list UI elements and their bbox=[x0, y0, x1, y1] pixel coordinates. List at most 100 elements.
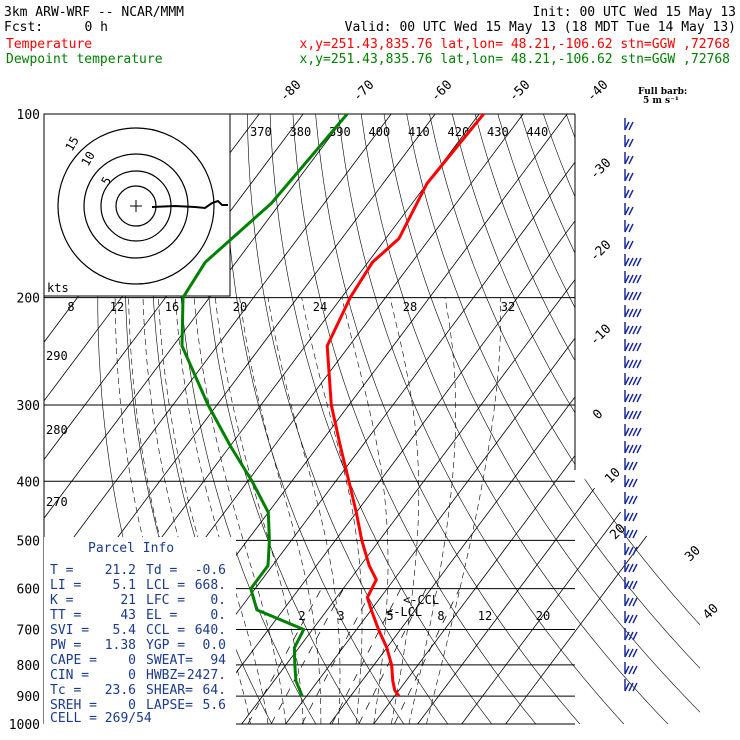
hodograph-box bbox=[43, 113, 231, 297]
pressure-tick-label: 900 bbox=[17, 690, 40, 705]
isotherm-line bbox=[241, 114, 700, 724]
temperature-profile bbox=[325, 113, 485, 697]
wind-barb-flag bbox=[632, 648, 638, 658]
wind-barb-flag bbox=[636, 410, 642, 420]
parcel-field-label: SHEAR= bbox=[146, 683, 193, 698]
isotherm-label-right: -10 bbox=[587, 322, 614, 349]
wind-barb-flag bbox=[632, 393, 638, 403]
moist-adiabat bbox=[239, 297, 322, 724]
parcel-field-value: 23.6 bbox=[105, 683, 136, 698]
wind-barb-flag bbox=[636, 325, 642, 335]
mixing-ratio-label: 20 bbox=[536, 609, 550, 623]
parcel-field-value: 0 bbox=[128, 698, 136, 713]
parcel-field-label: LFC = bbox=[146, 593, 185, 608]
parcel-field-value: 2427. bbox=[187, 668, 226, 683]
wind-barb-flag bbox=[624, 376, 630, 386]
parcel-field-label: CAPE = bbox=[50, 653, 97, 668]
hodograph-ring-label: 10 bbox=[78, 149, 97, 169]
wind-barb-flag bbox=[632, 495, 638, 505]
isotherm-label-top: -50 bbox=[506, 78, 533, 105]
parcel-field-label: PW = bbox=[50, 638, 81, 653]
wind-barb-flag bbox=[624, 155, 630, 165]
isotherm-line bbox=[417, 114, 700, 724]
mixing-ratio-line bbox=[247, 588, 322, 724]
wind-barb-flag bbox=[624, 461, 630, 471]
wind-barb-flag bbox=[628, 478, 634, 488]
theta-label-left: 280 bbox=[46, 423, 68, 437]
lcl-marker: <-LCL bbox=[386, 605, 422, 619]
wind-barb-flag bbox=[628, 495, 634, 505]
parcel-field-label: TT = bbox=[50, 608, 81, 623]
parcel-field-value: 5.1 bbox=[113, 578, 136, 593]
wind-barb-flag bbox=[624, 410, 630, 420]
wind-barb-flag bbox=[632, 546, 638, 556]
dry-adiabat bbox=[360, 114, 669, 724]
wind-barb-flag bbox=[628, 597, 634, 607]
mixing-ratio-label: 12 bbox=[478, 609, 492, 623]
wind-barb-flag bbox=[624, 206, 630, 216]
wind-barb-flag bbox=[624, 546, 630, 556]
wind-barb-flag bbox=[632, 563, 638, 573]
wind-barb-flag bbox=[624, 189, 630, 199]
parcel-field-label: SWEAT= bbox=[146, 653, 193, 668]
wind-barb-flag bbox=[628, 325, 634, 335]
isotherm-line bbox=[329, 114, 700, 724]
wind-barb-flag bbox=[628, 291, 634, 301]
isotherm-label-top: -70 bbox=[350, 78, 377, 105]
isotherm-label-top: -60 bbox=[428, 78, 455, 105]
moist-adiabat bbox=[389, 297, 420, 724]
wind-barb-flag bbox=[624, 427, 630, 437]
wind-barb-flag bbox=[628, 138, 634, 148]
theta-label: 420 bbox=[448, 125, 470, 139]
hodo-scale-label: 20 bbox=[233, 300, 247, 314]
ccl-marker: <-CCL bbox=[403, 593, 439, 607]
wind-barb-flag bbox=[624, 257, 630, 267]
theta-label: 410 bbox=[408, 125, 430, 139]
legend-temperature-info: x,y=251.43,835.76 lat,lon= 48.21,-106.62… bbox=[300, 37, 730, 52]
wind-barb-flag bbox=[632, 597, 638, 607]
wind-barb-flag bbox=[624, 665, 630, 675]
wind-barb-flag bbox=[624, 614, 630, 624]
parcel-field-label: EL = bbox=[146, 608, 177, 623]
sounding-profiles bbox=[180, 113, 485, 697]
legend-dewpoint-info: x,y=251.43,835.76 lat,lon= 48.21,-106.62… bbox=[300, 52, 730, 67]
moist-adiabat bbox=[408, 297, 456, 724]
wind-barb-flag bbox=[624, 121, 630, 131]
wind-barb-flag bbox=[632, 376, 638, 386]
parcel-field-value: 668. bbox=[195, 578, 226, 593]
wind-barb-flag bbox=[632, 274, 638, 284]
wind-barb-flag bbox=[632, 359, 638, 369]
wind-barb-flag bbox=[628, 121, 634, 131]
wind-barb-flag bbox=[632, 410, 638, 420]
isotherm-label-right: 0 bbox=[590, 407, 606, 423]
parcel-field-value: 1.38 bbox=[105, 638, 136, 653]
parcel-field-value: 640. bbox=[195, 623, 226, 638]
wind-barb-flag bbox=[624, 240, 630, 250]
wind-barb-flag bbox=[624, 308, 630, 318]
parcel-field-value: 21.2 bbox=[105, 563, 136, 578]
wind-barb-flag bbox=[628, 223, 634, 233]
wind-barb-flag bbox=[624, 648, 630, 658]
wind-barb-flag bbox=[636, 427, 642, 437]
wind-barb-flag bbox=[624, 597, 630, 607]
wind-barb-flag bbox=[628, 189, 634, 199]
mixing-ratio-line bbox=[270, 588, 344, 724]
moist-adiabat bbox=[175, 297, 269, 724]
parcel-field-label: LAPSE= bbox=[146, 698, 193, 713]
isotherm-label-right: 10 bbox=[602, 465, 624, 487]
parcel-info-table: T = 21.2 Td = -0.6 LI = 5.1 LCL = 668. K = 21 LFC … bbox=[50, 563, 226, 713]
wind-barb-flag bbox=[628, 342, 634, 352]
wind-barb-flag bbox=[628, 563, 634, 573]
model-title: 3km ARW-WRF -- NCAR/MMM bbox=[4, 5, 184, 20]
dry-adiabat bbox=[543, 114, 700, 724]
wind-barb-flag bbox=[628, 240, 634, 250]
wind-barb-flag bbox=[624, 444, 630, 454]
isotherm-label-top: -80 bbox=[277, 78, 304, 105]
mixing-ratio-label: 5 bbox=[386, 609, 393, 623]
dry-adiabat bbox=[565, 114, 700, 724]
wind-barb-flag bbox=[632, 427, 638, 437]
wind-barb-flag bbox=[628, 427, 634, 437]
wind-barb-flag bbox=[624, 478, 630, 488]
wind-barb-flag bbox=[632, 325, 638, 335]
wind-barb-flag bbox=[632, 257, 638, 267]
